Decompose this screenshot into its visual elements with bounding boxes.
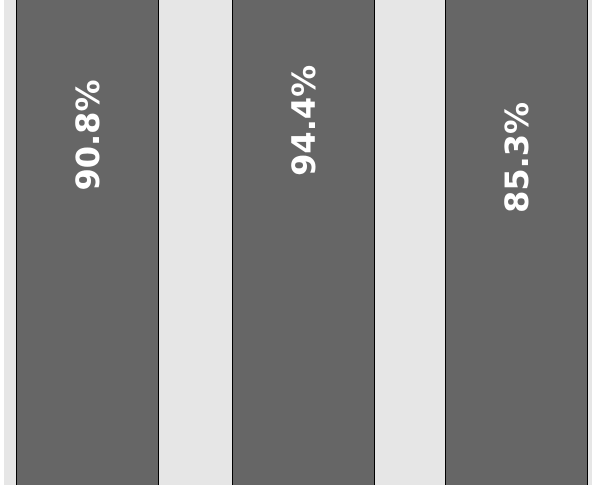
bar-fill xyxy=(16,0,159,485)
left-border xyxy=(0,0,4,485)
bar-value-label: 90.8% xyxy=(69,79,107,190)
bar-fill xyxy=(445,0,588,485)
bar-fill xyxy=(232,0,375,485)
bar-value-label: 94.4% xyxy=(285,65,323,176)
bar-value-label: 85.3% xyxy=(498,102,536,213)
